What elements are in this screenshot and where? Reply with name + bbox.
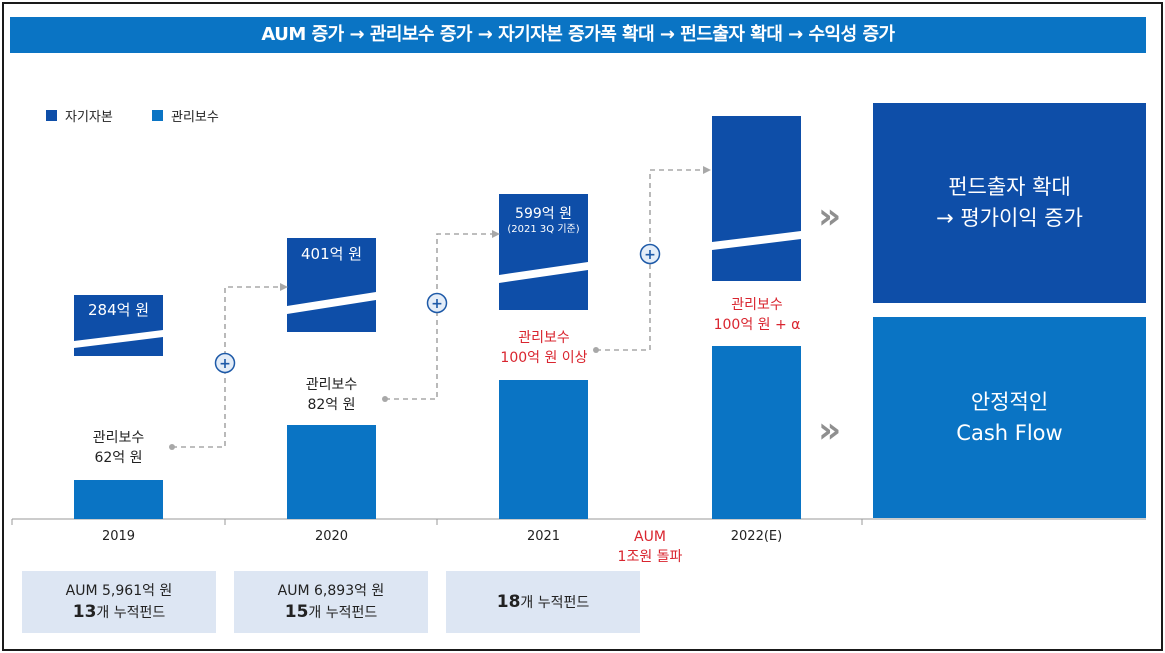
fee-label-2020-title: 관리보수 — [305, 377, 358, 393]
panel-fund-investment-line1: 펀드출자 확대 — [948, 175, 1071, 199]
svg-text:+: + — [644, 247, 656, 263]
fee-label-2020-value: 82억 원 — [307, 397, 356, 413]
connector-start-dot — [593, 347, 599, 353]
connector-start-dot — [382, 396, 388, 402]
aum-box-2021-funds: 18개 누적펀드 — [446, 571, 640, 634]
headline-banner: AUM 증가 → 관리보수 증가 → 자기자본 증가폭 확대 → 펀드출자 확대… — [10, 17, 1146, 53]
panel-cash-flow-line2: Cash Flow — [956, 420, 1063, 445]
bar-equity-2021-bottom — [499, 270, 588, 310]
x-tick-label-2021: 2021 — [526, 529, 561, 544]
aum-box-2019-aum: AUM 5,961억 원 — [65, 583, 173, 599]
fund-count-suffix: 개 누적펀드 — [308, 605, 378, 621]
bar-fee-2020 — [287, 425, 376, 519]
fee-label-2022: 관리보수 100억 원 + α — [697, 295, 817, 335]
legend-swatch-fee — [152, 110, 163, 121]
plus-icon: + — [639, 243, 661, 265]
x-tick-label-2022: 2022(E) — [730, 529, 783, 544]
connector-arrowheads — [169, 166, 711, 450]
fee-label-2022-value: 100억 원 + α — [713, 317, 801, 333]
bar-equity-2020-top — [287, 238, 376, 306]
bar-equity-2022-top — [712, 116, 801, 242]
arrowhead — [492, 230, 500, 238]
fee-label-2019-value: 62억 원 — [94, 450, 143, 466]
equity-label-2021: 599억 원 — [515, 206, 572, 222]
arrowhead — [703, 166, 711, 174]
svg-text:+: + — [431, 296, 443, 312]
aum-box-2019-funds: 13개 누적펀드 — [22, 601, 216, 624]
fee-label-2019-title: 관리보수 — [92, 430, 145, 446]
aum-box-2020: AUM 6,893억 원 15개 누적펀드 — [234, 571, 428, 633]
equity-label-2020: 401억 원 — [301, 245, 362, 263]
panel-cash-flow-line1: 안정적인 — [970, 389, 1049, 414]
fee-label-2022-title: 관리보수 — [731, 297, 783, 313]
fund-count: 15 — [284, 602, 309, 622]
bar-equity-2019-top — [74, 295, 163, 341]
connector-start-dot — [169, 444, 175, 450]
bar-fee-2021 — [499, 380, 588, 519]
fee-label-2019: 관리보수 62억 원 — [66, 428, 171, 468]
svg-text:+: + — [219, 356, 231, 372]
chevron-right-icon: » — [818, 196, 841, 237]
aum-box-2019: AUM 5,961억 원 13개 누적펀드 — [22, 571, 216, 633]
x-tick-label-2020: 2020 — [314, 529, 349, 544]
legend-swatch-equity — [46, 110, 57, 121]
aum-box-2020-aum: AUM 6,893억 원 — [277, 583, 385, 599]
fee-label-2020: 관리보수 82억 원 — [279, 375, 384, 415]
fund-count: 13 — [72, 602, 97, 622]
connector-2020-2021 — [385, 233, 492, 400]
bar-equity-2019-bottom — [74, 337, 163, 356]
bar-fee-2019 — [74, 480, 163, 519]
fund-count-suffix: 개 누적펀드 — [96, 605, 166, 621]
bar-equity-2021-top — [499, 194, 588, 275]
aum-box-2021: 18개 누적펀드 — [446, 571, 640, 633]
chevron-right-icon: » — [818, 410, 841, 451]
panel-cash-flow: 안정적인 Cash Flow — [873, 317, 1146, 518]
plus-icon: + — [214, 352, 236, 374]
legend-label-equity: 자기자본 — [65, 110, 113, 125]
bar-equity-2022-bottom — [712, 239, 801, 281]
panel-fund-investment: 펀드출자 확대 → 평가이익 증가 — [873, 103, 1146, 303]
panel-fund-investment-line2: → 평가이익 증가 — [936, 206, 1083, 230]
aum-annotation-title: AUM — [634, 529, 666, 545]
fee-label-2021-title: 관리보수 — [518, 330, 570, 346]
legend-equity: 자기자본 — [46, 106, 113, 125]
aum-milestone-annotation: AUM 1조원 돌파 — [600, 527, 700, 567]
x-tick-label-2019: 2019 — [101, 529, 136, 544]
legend-label-fee: 관리보수 — [171, 110, 219, 125]
fund-count-suffix: 개 누적펀드 — [520, 595, 590, 611]
aum-annotation-value: 1조원 돌파 — [617, 549, 683, 565]
arrowhead — [280, 283, 288, 291]
bar-equity-2020-bottom — [287, 300, 376, 332]
equity-note-2021: (2021 3Q 기준) — [507, 224, 580, 235]
aum-box-2020-funds: 15개 누적펀드 — [234, 601, 428, 624]
equity-label-2019: 284억 원 — [88, 301, 149, 319]
legend-fee: 관리보수 — [152, 106, 219, 125]
bar-fee-2022 — [712, 346, 801, 519]
fee-label-2021: 관리보수 100억 원 이상 — [484, 328, 604, 368]
fee-label-2021-value: 100억 원 이상 — [500, 350, 588, 366]
plus-icon: + — [426, 292, 448, 314]
fund-count: 18 — [496, 592, 521, 612]
